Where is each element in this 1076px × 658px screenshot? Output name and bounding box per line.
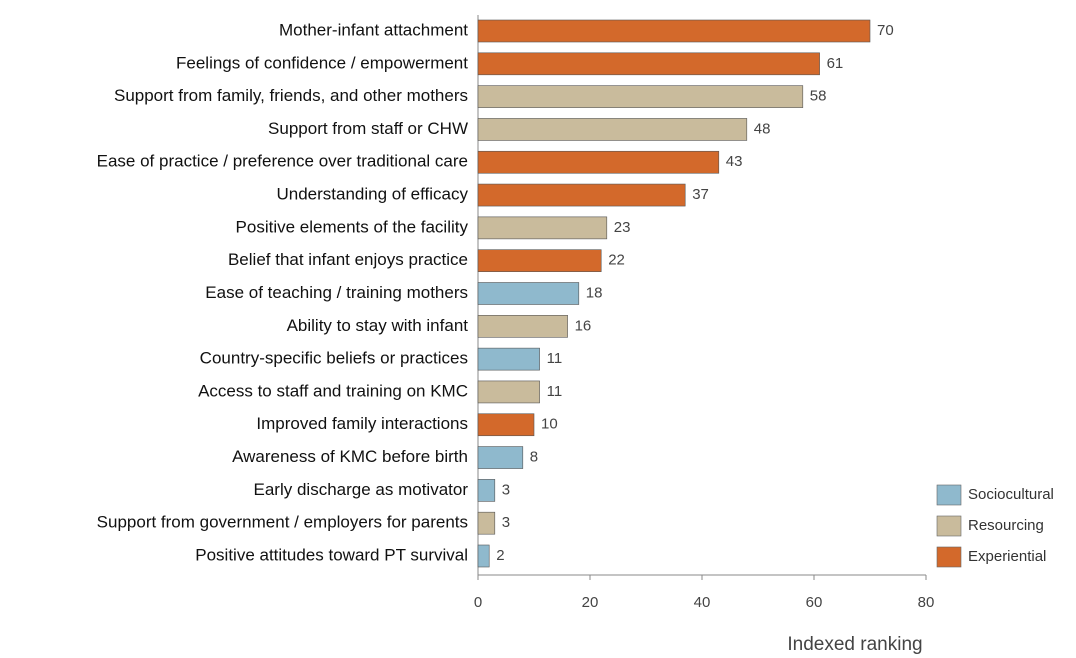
bar <box>477 380 540 404</box>
x-tick-label: 60 <box>806 594 823 611</box>
category-label: Ease of practice / preference over tradi… <box>97 152 468 171</box>
bar <box>477 446 524 469</box>
category-label: Country-specific beliefs or practices <box>200 349 468 368</box>
value-label: 16 <box>575 317 592 334</box>
x-tick-label: 20 <box>582 594 599 611</box>
bar <box>477 282 580 305</box>
legend-label: Sociocultural <box>968 486 1054 503</box>
category-label: Support from family, friends, and other … <box>114 86 468 105</box>
value-label: 58 <box>810 88 827 105</box>
legend-swatch <box>936 546 962 568</box>
bar <box>477 347 540 371</box>
value-label: 18 <box>586 284 603 301</box>
category-label: Understanding of efficacy <box>276 185 468 204</box>
value-label: 37 <box>692 186 709 203</box>
x-tick-label: 0 <box>474 594 482 611</box>
bar <box>477 216 608 240</box>
value-label: 48 <box>754 120 771 137</box>
bar <box>477 183 686 207</box>
x-axis-label: Indexed ranking <box>787 634 922 655</box>
value-label: 10 <box>541 416 558 433</box>
value-label: 2 <box>496 547 504 564</box>
category-label: Early discharge as motivator <box>254 480 469 499</box>
bar <box>477 150 720 174</box>
category-label: Belief that infant enjoys practice <box>228 250 468 269</box>
category-label: Improved family interactions <box>256 414 468 433</box>
bar <box>477 85 804 108</box>
bar <box>477 52 820 76</box>
value-label: 11 <box>547 350 563 367</box>
bar <box>477 544 490 568</box>
bar <box>477 511 496 535</box>
category-label: Ease of teaching / training mothers <box>205 283 468 302</box>
value-label: 61 <box>827 55 844 72</box>
bar <box>477 249 602 272</box>
value-label: 3 <box>502 481 510 498</box>
category-label: Awareness of KMC before birth <box>232 447 468 466</box>
value-label: 23 <box>614 219 631 236</box>
category-label: Access to staff and training on KMC <box>198 381 468 400</box>
value-label: 11 <box>547 383 563 400</box>
legend-label: Resourcing <box>968 517 1044 534</box>
legend-label: Experiential <box>968 548 1046 565</box>
category-label: Mother-infant attachment <box>279 20 468 39</box>
value-label: 3 <box>502 514 510 531</box>
bar <box>477 315 568 338</box>
bar <box>477 479 496 502</box>
bar <box>477 118 748 141</box>
category-label: Ability to stay with infant <box>287 316 469 335</box>
value-label: 8 <box>530 449 538 466</box>
legend-swatch <box>936 484 962 506</box>
bar <box>477 413 535 437</box>
value-label: 22 <box>608 252 625 269</box>
value-label: 43 <box>726 153 743 170</box>
category-label: Support from staff or CHW <box>268 119 468 138</box>
category-label: Feelings of confidence / empowerment <box>176 53 468 72</box>
legend-swatch <box>936 515 962 537</box>
x-tick-label: 40 <box>694 594 711 611</box>
x-tick-label: 80 <box>918 594 935 611</box>
category-label: Positive attitudes toward PT survival <box>195 545 468 564</box>
value-label: 70 <box>877 22 894 39</box>
category-label: Support from government / employers for … <box>97 513 468 532</box>
bar <box>477 19 871 43</box>
category-label: Positive elements of the facility <box>236 217 469 236</box>
